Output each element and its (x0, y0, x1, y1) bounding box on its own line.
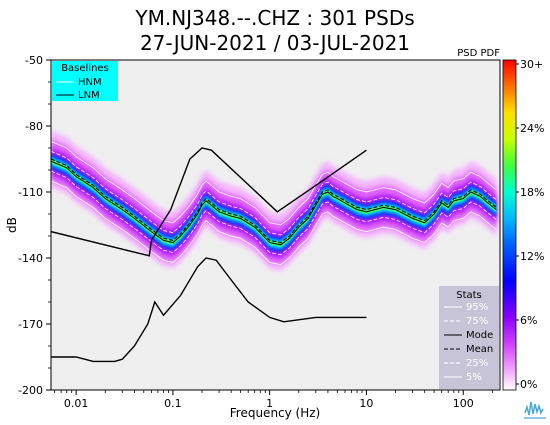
y-tick-label: -110 (18, 186, 43, 199)
x-axis-label: Frequency (Hz) (230, 406, 321, 420)
colorbar-tick-label: 0% (520, 378, 537, 391)
colorbar-tick-label: 30+ (520, 58, 543, 71)
logo-icon (522, 396, 546, 420)
x-axis: 0.01 0.1 1 10 100 (54, 390, 493, 410)
baselines-legend: Baselines HNM LNM (52, 61, 118, 101)
mean-line (51, 158, 497, 244)
y-axis: -50 -80 -110 -140 -170 -200 (18, 54, 51, 397)
mode-line (51, 160, 497, 246)
psd-density (51, 130, 497, 272)
percentile-5-line (51, 180, 497, 266)
lnm-line (51, 257, 367, 363)
colorbar-tick-label: 6% (520, 314, 537, 327)
legend-75: 75% (466, 316, 488, 327)
hnm-line (51, 147, 367, 257)
density-band-violet (51, 148, 497, 258)
legend-hnm: HNM (78, 77, 102, 88)
baselines-legend-title: Baselines (61, 63, 109, 74)
percentile-25-line (51, 170, 497, 256)
y-tick-label: -50 (25, 54, 43, 67)
legend-5: 5% (466, 372, 482, 383)
legend-mode: Mode (466, 330, 493, 341)
percentile-75-line (51, 150, 497, 236)
x-tick-label: 1 (266, 397, 273, 410)
legend-25: 25% (466, 358, 488, 369)
lines-layer (51, 141, 497, 363)
legend-95: 95% (466, 302, 488, 313)
colorbar-title: PSD PDF (457, 48, 500, 59)
y-tick-label: -170 (18, 318, 43, 331)
x-tick-label: 0.01 (64, 397, 89, 410)
percentile-95-line (51, 141, 497, 226)
colorbar-tick-label: 18% (520, 186, 544, 199)
chart-title: YM.NJ348.--.CHZ : 301 PSDs (135, 6, 415, 30)
y-axis-label: dB (5, 217, 19, 233)
x-tick-label: 0.1 (164, 397, 182, 410)
colorbar-tick-label: 12% (520, 250, 544, 263)
y-tick-label: -140 (18, 252, 43, 265)
colorbar-tick-label: 24% (520, 122, 544, 135)
y-tick-label: -80 (25, 120, 43, 133)
legend-lnm: LNM (78, 90, 100, 101)
x-tick-label: 100 (453, 397, 474, 410)
y-tick-label: -200 (18, 384, 43, 397)
legend-mean: Mean (466, 344, 493, 355)
x-tick-label: 10 (359, 397, 373, 410)
chart-subtitle: 27-JUN-2021 / 03-JUL-2021 (139, 31, 411, 55)
colorbar: PSD PDF 30+ 24% 18% 12% 6% 0% (457, 48, 544, 391)
stats-legend: Stats 95% 75% Mode Mean 25% 5% (439, 286, 499, 389)
stats-legend-title: Stats (456, 290, 482, 301)
